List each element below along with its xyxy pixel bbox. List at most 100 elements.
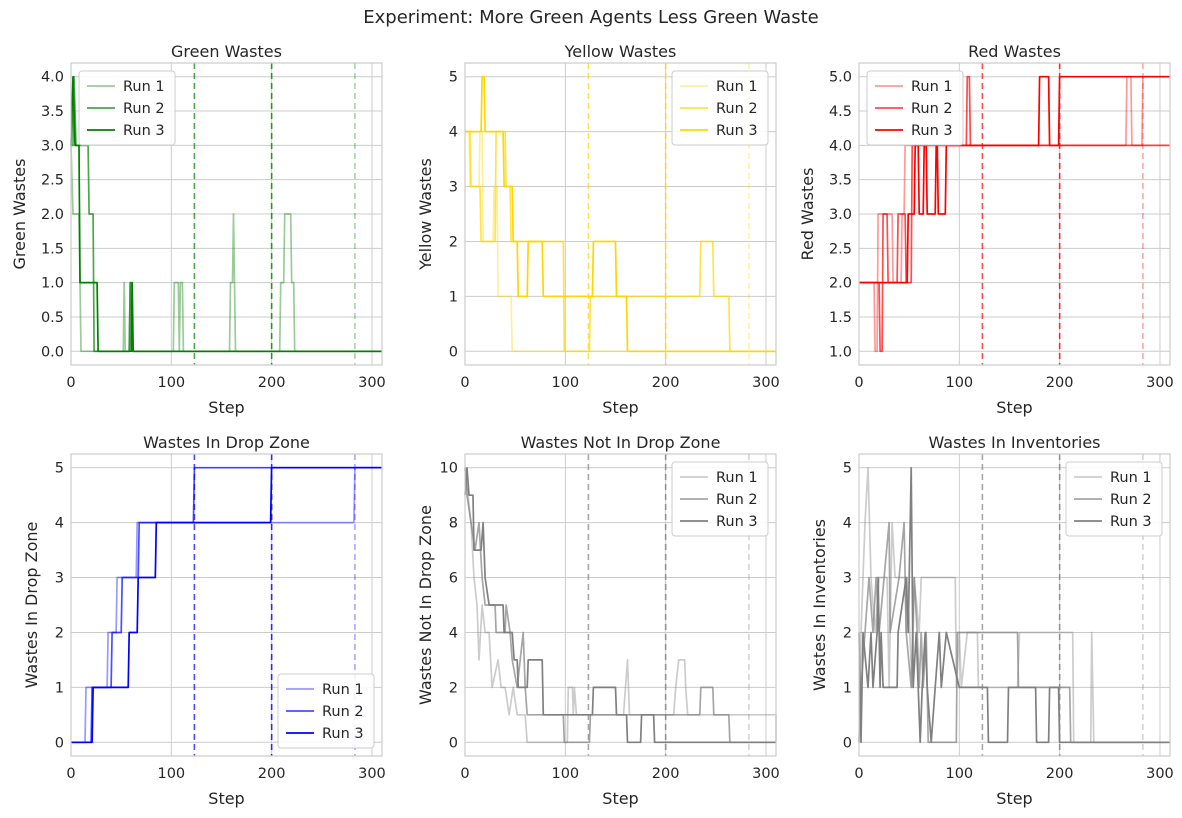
plot-frame bbox=[464, 453, 777, 757]
y-tick-label: 0.0 bbox=[41, 344, 64, 360]
y-tick-label: 8 bbox=[449, 516, 458, 532]
x-axis-label: Step bbox=[602, 789, 638, 808]
y-axis-label: Wastes In Drop Zone bbox=[22, 522, 41, 689]
series-line-run-2 bbox=[859, 75, 1170, 353]
x-tick-label: 300 bbox=[358, 766, 386, 782]
y-tick-label: 5.0 bbox=[829, 70, 852, 86]
y-tick-label: 3.5 bbox=[41, 104, 64, 120]
y-axis-label: Yellow Wastes bbox=[416, 158, 435, 271]
chart-title: Green Wastes bbox=[171, 42, 282, 61]
x-tick-label: 0 bbox=[854, 375, 863, 391]
legend-entry: Run 2 bbox=[1110, 492, 1152, 508]
y-tick-label: 2.5 bbox=[41, 173, 64, 189]
plot-frame bbox=[858, 62, 1171, 366]
series-line-run-3 bbox=[71, 466, 382, 744]
legend-box bbox=[671, 70, 769, 146]
x-tick-label: 100 bbox=[945, 766, 973, 782]
y-tick-label: 0 bbox=[55, 735, 64, 751]
legend-box bbox=[866, 70, 964, 146]
legend-entry: Run 1 bbox=[322, 682, 364, 698]
y-tick-label: 1 bbox=[449, 289, 458, 305]
legend-entry: Run 1 bbox=[716, 79, 758, 95]
y-tick-label: 0 bbox=[843, 735, 852, 751]
legend-entry: Run 2 bbox=[716, 101, 758, 117]
legend-entry: Run 2 bbox=[716, 492, 758, 508]
legend-entry: Run 3 bbox=[911, 123, 953, 139]
x-axis-label: Step bbox=[602, 398, 638, 417]
legend-entry: Run 1 bbox=[911, 79, 953, 95]
y-tick-label: 0 bbox=[449, 344, 458, 360]
plot-frame bbox=[70, 62, 383, 366]
y-tick-label: 2 bbox=[449, 680, 458, 696]
chart-panel-2: 0 100 200 300 0 1 2 3 4 5 Yellow Wastes Step Yellow … bbox=[416, 42, 780, 417]
y-tick-label: 4 bbox=[449, 625, 458, 641]
x-tick-label: 100 bbox=[157, 375, 185, 391]
y-tick-label: 1.0 bbox=[829, 344, 852, 360]
series-line-run-3 bbox=[464, 466, 776, 744]
legend: Run 1 Run 2 Run 3 bbox=[671, 461, 769, 537]
legend-entry: Run 2 bbox=[911, 101, 953, 117]
chart-panel-6: 0 100 200 300 0 1 2 3 4 5 Wastes In Inventories Ste… bbox=[810, 433, 1174, 808]
legend: Run 1 Run 2 Run 3 bbox=[78, 70, 176, 146]
y-tick-label: 4.5 bbox=[829, 104, 852, 120]
y-tick-label: 2 bbox=[449, 234, 458, 250]
y-tick-label: 4 bbox=[843, 516, 852, 532]
y-tick-label: 5 bbox=[55, 461, 64, 477]
series-line-run-1 bbox=[71, 466, 382, 744]
series-line-run-2 bbox=[71, 466, 382, 744]
y-tick-label: 3 bbox=[449, 180, 458, 196]
chart-panel-1: 0 100 200 300 0.0 0.5 1.0 1.5 2.0 2.5 3.0 3.5 4.0 Gre… bbox=[10, 42, 386, 417]
series-line-run-3 bbox=[859, 75, 1170, 284]
legend-entry: Run 1 bbox=[123, 79, 165, 95]
x-tick-label: 300 bbox=[1146, 375, 1174, 391]
legend-entry: Run 1 bbox=[1110, 470, 1152, 486]
y-tick-label: 3.0 bbox=[41, 138, 64, 154]
x-tick-label: 300 bbox=[752, 375, 780, 391]
legend-entry: Run 3 bbox=[322, 726, 364, 742]
y-tick-label: 10 bbox=[440, 461, 458, 477]
x-tick-label: 100 bbox=[157, 766, 185, 782]
legend-entry: Run 2 bbox=[123, 101, 165, 117]
chart-title: Yellow Wastes bbox=[564, 42, 677, 61]
chart-title: Wastes In Drop Zone bbox=[143, 433, 310, 452]
y-tick-label: 3.5 bbox=[829, 173, 852, 189]
legend-entry: Run 3 bbox=[1110, 514, 1152, 530]
x-tick-label: 0 bbox=[66, 766, 75, 782]
y-tick-label: 1.0 bbox=[41, 276, 64, 292]
chart-panel-4: 0 100 200 300 0 1 2 3 4 5 Wastes In Drop Zone Step W… bbox=[22, 433, 386, 808]
chart-title: Wastes Not In Drop Zone bbox=[521, 433, 721, 452]
x-tick-label: 200 bbox=[1046, 375, 1074, 391]
series-line-run-1 bbox=[70, 145, 382, 353]
x-tick-label: 0 bbox=[854, 766, 863, 782]
series-line-run-3 bbox=[858, 466, 1170, 744]
x-axis-label: Step bbox=[996, 398, 1032, 417]
y-axis-label: Wastes Not In Drop Zone bbox=[416, 505, 435, 705]
series-line-run-2 bbox=[858, 521, 1170, 744]
legend: Run 1 Run 2 Run 3 bbox=[671, 70, 769, 146]
x-tick-label: 0 bbox=[460, 766, 469, 782]
x-axis-label: Step bbox=[208, 789, 244, 808]
legend: Run 1 Run 2 Run 3 bbox=[277, 673, 375, 749]
x-tick-label: 100 bbox=[945, 375, 973, 391]
series-line-run-2 bbox=[71, 75, 382, 353]
y-tick-label: 0.5 bbox=[41, 310, 64, 326]
y-tick-label: 1.5 bbox=[829, 310, 852, 326]
x-tick-label: 200 bbox=[258, 375, 286, 391]
y-tick-label: 0 bbox=[449, 735, 458, 751]
x-tick-label: 300 bbox=[1146, 766, 1174, 782]
x-tick-label: 0 bbox=[460, 375, 469, 391]
y-tick-label: 5 bbox=[843, 461, 852, 477]
series-line-run-2 bbox=[464, 467, 776, 744]
legend-entry: Run 3 bbox=[716, 123, 758, 139]
y-tick-label: 1 bbox=[843, 680, 852, 696]
x-tick-label: 0 bbox=[66, 375, 75, 391]
y-tick-label: 2.0 bbox=[829, 276, 852, 292]
chart-panel-5: 0 100 200 300 0 2 4 6 8 10 Wastes Not In Drop Zone… bbox=[416, 433, 780, 808]
x-axis-label: Step bbox=[208, 398, 244, 417]
series-line-run-3 bbox=[465, 75, 776, 353]
legend: Run 1 Run 2 Run 3 bbox=[866, 70, 964, 146]
y-axis-label: Wastes In Inventories bbox=[810, 519, 829, 691]
legend-entry: Run 3 bbox=[123, 123, 165, 139]
y-tick-label: 4 bbox=[449, 125, 458, 141]
legend-box bbox=[78, 70, 176, 146]
